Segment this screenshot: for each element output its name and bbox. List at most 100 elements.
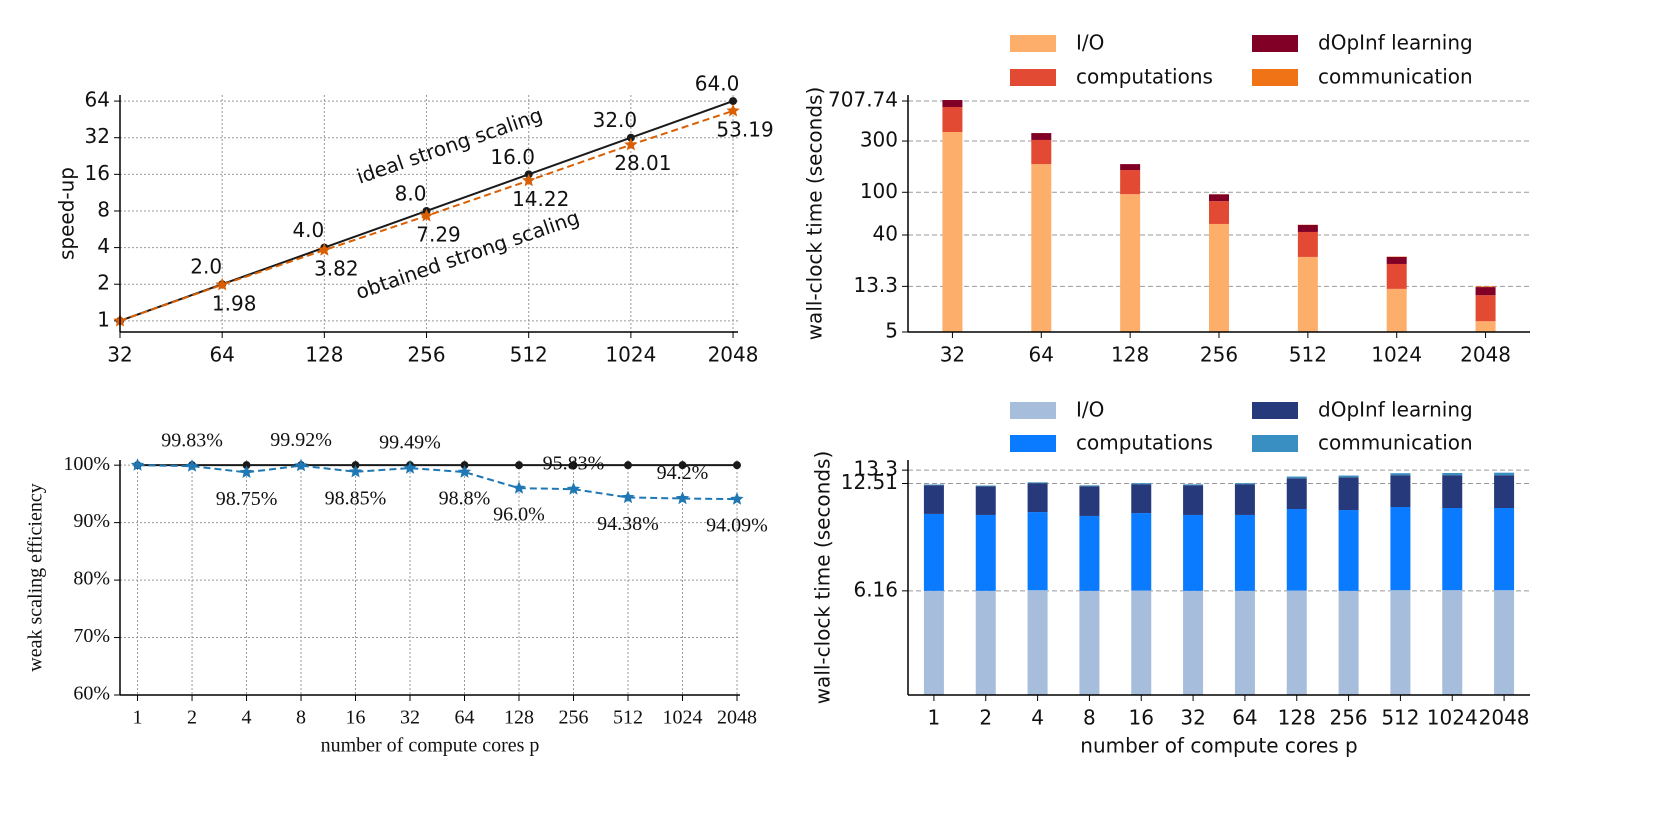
bar-segment: [1183, 484, 1204, 486]
legend-label: I/O: [1076, 398, 1104, 422]
x-tick-label: 16: [1129, 706, 1154, 730]
point: [730, 492, 744, 505]
bar-segment: [1494, 475, 1515, 509]
bar-segment: [1027, 512, 1048, 591]
x-axis-label: number of compute cores p: [1080, 734, 1357, 758]
bar-segment: [1131, 484, 1152, 514]
value-label: 99.83%: [161, 430, 223, 452]
bar-segment: [923, 513, 944, 591]
legend-swatch: [1252, 35, 1298, 52]
x-tick-label: 32: [107, 343, 132, 367]
point: [726, 103, 740, 117]
y-tick-label: 13.3: [853, 273, 898, 297]
bar-segment: [1297, 231, 1318, 257]
x-tick-label: 512: [1381, 706, 1419, 730]
bar-segment: [1183, 590, 1204, 695]
bar-segment: [1131, 513, 1152, 591]
bar-segment: [1475, 321, 1496, 332]
x-tick-label: 2048: [717, 707, 757, 729]
bar-segment: [1286, 476, 1307, 479]
bar-segment: [1131, 590, 1152, 695]
value-label: 1.98: [212, 291, 257, 315]
bar-segment: [923, 485, 944, 514]
x-tick-label: 256: [1200, 343, 1238, 367]
weak-scaling-efficiency: 60% 70% 80% 90% 100% 1 2 4 8 16 32 64 128 256 512 1024 2…: [25, 429, 768, 756]
bar-segment: [1442, 508, 1463, 591]
y-tick-label: 70%: [73, 625, 110, 647]
value-label: 7.29: [416, 222, 461, 246]
bar-segment: [1494, 590, 1515, 695]
y-tick-label: 80%: [73, 568, 110, 590]
y-tick-label: 1: [97, 307, 110, 331]
x-tick-label: 2048: [1460, 343, 1511, 367]
point: [419, 208, 434, 222]
bar-segment: [1442, 475, 1463, 509]
value-label: 64.0: [695, 72, 740, 96]
value-label: 99.92%: [270, 429, 332, 451]
y-tick-label: 32: [85, 124, 110, 148]
strong-scaling-speedup: 1 2 4 8 16 32 64 32 64 128 256 512 1024 2048 2.0 4.0 8.0…: [55, 72, 774, 367]
x-tick-label: 64: [1232, 706, 1257, 730]
bar-segment: [1286, 590, 1307, 695]
point: [623, 461, 632, 470]
bar-segment: [1031, 133, 1052, 140]
bar-segment: [1209, 194, 1229, 202]
value-label: 4.0: [292, 218, 324, 242]
point: [515, 461, 524, 470]
legend-swatch: [1010, 435, 1056, 452]
bar-segment: [1494, 472, 1515, 476]
x-tick-label: 512: [510, 343, 548, 367]
bar-segment: [1390, 475, 1411, 507]
bar-segment: [1390, 590, 1411, 695]
legend-label: dOpInf learning: [1318, 398, 1473, 422]
x-tick-label: 128: [305, 343, 343, 367]
bar-segment: [1475, 286, 1496, 288]
y-tick-label: 90%: [73, 510, 110, 532]
bar-segment: [942, 107, 963, 133]
value-label: 94.2%: [657, 462, 709, 484]
legend-swatch: [1010, 35, 1056, 52]
y-axis-label: wall-clock time (seconds): [803, 87, 827, 341]
x-tick-label: 2048: [708, 343, 759, 367]
x-axis-label: number of compute cores p: [321, 735, 540, 757]
y-tick-label: 13.3: [853, 457, 898, 481]
y-tick-label: 707.74: [828, 88, 898, 112]
bar-segment: [1338, 590, 1359, 695]
point: [185, 459, 199, 472]
bar-segment: [1079, 485, 1100, 487]
bar-segment: [1027, 482, 1048, 484]
x-tick-label: 32: [940, 343, 965, 367]
point: [457, 465, 472, 478]
x-tick-label: 512: [1289, 343, 1327, 367]
value-label: 16.0: [490, 145, 535, 169]
bar-segment: [975, 485, 996, 487]
bar-segment: [1338, 510, 1359, 591]
x-tick-label: 1024: [605, 343, 656, 367]
point: [729, 97, 738, 106]
y-tick-label: 60%: [73, 683, 110, 705]
value-label: 95.83%: [543, 453, 605, 475]
point: [624, 137, 638, 151]
value-label: 94.38%: [597, 513, 659, 535]
legend-label: communication: [1318, 65, 1473, 89]
bar-segment: [1079, 590, 1100, 695]
x-tick-label: 8: [296, 707, 306, 729]
x-tick-label: 32: [400, 707, 420, 729]
bar-segment: [1031, 164, 1052, 332]
legend-label: dOpInf learning: [1318, 31, 1473, 55]
point: [732, 461, 741, 470]
bar-segment: [1031, 139, 1052, 165]
x-tick-label: 1: [133, 707, 143, 729]
bar-segment: [1338, 475, 1359, 478]
bar-segment: [1209, 223, 1229, 332]
point: [348, 464, 363, 478]
bar-segment: [1297, 256, 1318, 332]
bar-segment: [1390, 473, 1411, 476]
x-tick-label: 512: [613, 707, 643, 729]
x-tick-label: 1: [928, 706, 941, 730]
bar-segment: [975, 590, 996, 695]
value-label: 98.85%: [325, 487, 387, 509]
y-tick-label: 64: [85, 88, 110, 112]
legend-swatch: [1010, 69, 1056, 86]
legend-label: computations: [1076, 65, 1213, 89]
